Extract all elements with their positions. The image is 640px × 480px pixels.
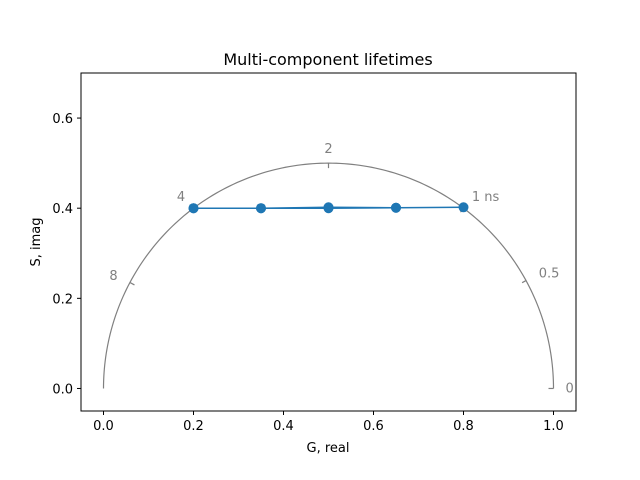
lifetime-label-4: 4 [177, 190, 185, 205]
x-tick-label-5: 1.0 [543, 419, 564, 434]
lifetime-label-0: 0 [566, 381, 574, 396]
axes-frame [80, 72, 577, 412]
series-point-0-6 [323, 202, 334, 213]
lifetime-label-2: 1 ns [472, 190, 500, 205]
x-tick-label-0: 0.0 [93, 419, 114, 434]
x-tick-label-1: 0.2 [183, 419, 204, 434]
lifetime-label-5: 8 [109, 269, 117, 284]
y-tick-label-1: 0.2 [52, 292, 73, 307]
x-tick-label-2: 0.4 [273, 419, 294, 434]
series-point-0-4 [458, 202, 469, 213]
series-point-0-8 [188, 203, 199, 214]
y-tick-label-2: 0.4 [52, 202, 73, 217]
y-tick-label-3: 0.6 [52, 112, 73, 127]
chart-title: Multi-component lifetimes [223, 50, 432, 69]
x-axis-label: G, real [307, 441, 350, 456]
universal-semicircle [102, 162, 555, 389]
y-tick-label-0: 0.0 [52, 382, 73, 397]
series-point-0-7 [256, 203, 266, 214]
series-point-0-5 [391, 202, 401, 213]
x-tick-label-4: 0.8 [453, 419, 474, 434]
lifetime-label-3: 2 [324, 142, 332, 157]
lifetime-tick-5 [129, 282, 135, 286]
plot-area: 0 0.5 1 ns 2 4 8 0.0 0.2 0.4 0.6 0.8 1.0 0.0 0.2 0.4 0.… [52, 72, 577, 434]
x-tick-label-3: 0.6 [363, 419, 384, 434]
y-axis-label: S, imag [29, 217, 44, 266]
lifetime-tick-1 [521, 279, 527, 284]
lifetime-label-1: 0.5 [539, 267, 560, 282]
